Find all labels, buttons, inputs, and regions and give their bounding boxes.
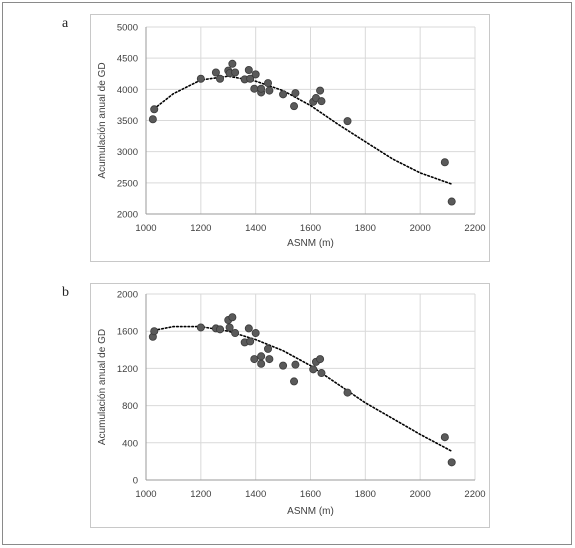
data-point <box>317 369 326 378</box>
chart-b-box: 0 400 800 1200 1600 2000 1000 1200 1400 1600 1800 2… <box>90 283 490 528</box>
data-point <box>244 66 253 75</box>
x-tick-label: 1800 <box>355 489 376 500</box>
y-axis-title: Acumulación anual de GD <box>97 329 108 445</box>
data-point <box>279 90 288 99</box>
data-point <box>211 68 220 77</box>
data-point <box>279 361 288 370</box>
data-point <box>150 105 159 114</box>
data-point <box>343 388 352 397</box>
data-point <box>257 359 266 368</box>
y-tick-label: 3000 <box>117 147 138 158</box>
data-point <box>216 325 225 334</box>
data-point <box>257 352 266 361</box>
x-tick-label: 1400 <box>245 489 266 500</box>
data-point <box>317 97 326 106</box>
y-tick-label: 4500 <box>117 54 138 65</box>
chart-a: 2000 2500 3000 3500 4000 4500 5000 1000 1200 1400… <box>97 23 486 250</box>
x-tick-label: 1200 <box>190 489 211 500</box>
chart-a-box: 2000 2500 3000 3500 4000 4500 5000 1000 1200 1400… <box>90 14 490 262</box>
x-tick-label: 1600 <box>300 489 321 500</box>
x-tick-label: 1000 <box>135 223 156 234</box>
trendline <box>153 325 453 452</box>
y-tick-label: 1600 <box>117 327 138 338</box>
data-point <box>150 327 159 336</box>
panel-letter-b: b <box>62 285 69 300</box>
data-point <box>225 323 234 332</box>
data-point <box>447 197 456 206</box>
y-tick-label: 4000 <box>117 85 138 96</box>
chart-b: 0 400 800 1200 1600 2000 1000 1200 1400 1600 1800 2… <box>97 290 486 518</box>
data-point <box>343 117 352 126</box>
y-tick-label: 800 <box>122 401 138 412</box>
data-point <box>316 86 325 95</box>
x-tick-label: 1400 <box>245 223 266 234</box>
y-tick-label: 5000 <box>117 23 138 34</box>
x-tick-label: 2200 <box>464 489 485 500</box>
data-point <box>228 59 237 68</box>
data-point <box>250 355 259 364</box>
trendline <box>153 75 453 185</box>
data-point <box>440 433 449 442</box>
data-point <box>216 74 225 83</box>
data-point <box>265 355 274 364</box>
data-point <box>265 86 274 95</box>
data-point <box>250 84 259 93</box>
data-point <box>440 158 449 167</box>
x-tick-label: 1000 <box>135 489 156 500</box>
data-point <box>246 74 255 83</box>
data-point <box>251 70 260 79</box>
x-tick-label: 1200 <box>190 223 211 234</box>
data-point <box>231 329 240 338</box>
data-point <box>231 68 240 77</box>
data-point <box>196 323 205 332</box>
x-tick-label: 2000 <box>410 489 431 500</box>
data-point <box>291 89 300 98</box>
data-point <box>251 329 260 338</box>
data-point <box>196 74 205 83</box>
data-point <box>264 344 273 353</box>
data-point <box>290 377 299 386</box>
y-tick-label: 2000 <box>117 210 138 221</box>
x-tick-label: 1800 <box>355 223 376 234</box>
y-tick-label: 0 <box>133 476 138 487</box>
y-tick-label: 3500 <box>117 116 138 127</box>
y-axis-title: Acumulación anual de GD <box>97 62 108 178</box>
y-tick-label: 1200 <box>117 364 138 375</box>
data-point <box>290 102 299 111</box>
x-axis-title: ASNM (m) <box>287 238 334 249</box>
data-point <box>244 324 253 333</box>
data-point <box>246 337 255 346</box>
x-axis-title: ASNM (m) <box>287 506 334 517</box>
data-point <box>257 84 266 93</box>
data-point <box>291 360 300 369</box>
data-point <box>228 313 237 322</box>
data-point <box>309 365 318 374</box>
y-tick-label: 2000 <box>117 290 138 301</box>
y-tick-label: 2500 <box>117 178 138 189</box>
x-tick-label: 1600 <box>300 223 321 234</box>
data-point <box>148 115 157 124</box>
x-tick-label: 2000 <box>410 223 431 234</box>
panel-letter-a: a <box>62 16 69 31</box>
data-point <box>264 79 273 88</box>
data-point <box>447 458 456 467</box>
y-tick-label: 400 <box>122 438 138 449</box>
x-tick-label: 2200 <box>464 223 485 234</box>
data-point <box>316 355 325 364</box>
